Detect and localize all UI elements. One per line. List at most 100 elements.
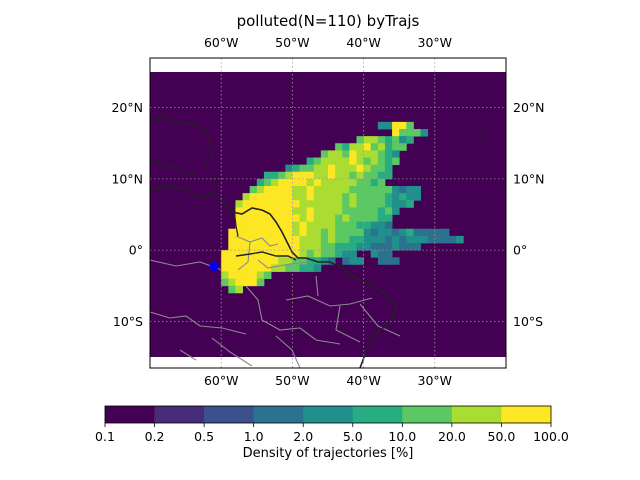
density-cell xyxy=(278,178,286,187)
colorbar-segment xyxy=(154,406,205,423)
density-cell xyxy=(292,243,300,251)
density-cell xyxy=(399,235,407,244)
density-cell xyxy=(271,235,279,244)
density-cell xyxy=(256,257,265,265)
lat-tick-label-left: 10°S xyxy=(113,314,143,329)
density-cell xyxy=(263,228,272,237)
density-cell xyxy=(420,129,429,137)
density-cell xyxy=(299,200,308,208)
density-cell xyxy=(320,228,329,237)
density-cell xyxy=(335,200,343,208)
density-cell xyxy=(313,171,322,180)
density-cell xyxy=(335,143,343,151)
colorbar-frame xyxy=(104,405,552,424)
colorbar-tick-label: 100.0 xyxy=(533,429,569,444)
amazon-river xyxy=(235,251,297,261)
density-cell xyxy=(249,207,258,215)
lon-tick-label-top: 30°W xyxy=(418,35,453,50)
density-cell xyxy=(313,235,322,244)
density-cell xyxy=(256,200,265,208)
density-cell xyxy=(256,278,265,287)
density-cell xyxy=(299,186,308,194)
density-cell xyxy=(413,186,421,194)
density-cell xyxy=(377,257,386,265)
density-cell xyxy=(263,207,272,215)
density-cell xyxy=(285,193,293,201)
density-cell xyxy=(221,278,229,287)
density-cell xyxy=(235,250,243,258)
density-cell xyxy=(242,243,251,251)
density-cell xyxy=(335,164,343,173)
colorbar-tick-label: 20.0 xyxy=(438,429,466,444)
lat-tick-label-left: 0° xyxy=(129,243,143,258)
density-cell xyxy=(370,214,379,223)
density-cell xyxy=(349,178,357,187)
gridlines xyxy=(150,58,506,368)
density-cell xyxy=(363,221,372,230)
density-cell xyxy=(256,271,265,280)
density-cell xyxy=(335,235,343,244)
density-cell xyxy=(377,121,386,130)
colorbar-segment xyxy=(105,406,155,423)
density-cell xyxy=(399,186,407,194)
density-cell xyxy=(228,250,236,258)
density-cell xyxy=(221,271,229,280)
density-cell xyxy=(306,193,315,201)
density-cell xyxy=(335,250,343,258)
density-cell xyxy=(313,186,322,194)
colorbar-tick-label: 0.2 xyxy=(145,429,165,444)
density-cell xyxy=(349,257,357,265)
density-cell xyxy=(363,200,372,208)
lat-tick-label-left: 10°N xyxy=(111,171,143,186)
density-cell xyxy=(384,171,393,180)
density-cell xyxy=(228,285,236,294)
coastline-south-america xyxy=(150,185,397,368)
density-cell xyxy=(384,200,393,208)
density-cell xyxy=(313,157,322,166)
lat-tick-label-right: 10°S xyxy=(513,314,543,329)
density-cell xyxy=(249,235,258,244)
density-cell xyxy=(363,150,372,158)
density-cell xyxy=(406,228,414,237)
density-cell xyxy=(249,221,258,230)
density-cell xyxy=(377,186,386,194)
density-cell xyxy=(377,164,386,173)
density-cell xyxy=(306,264,315,272)
density-cell xyxy=(278,207,286,215)
density-cell xyxy=(299,221,308,230)
density-cell xyxy=(377,250,386,258)
density-cell xyxy=(328,200,336,208)
density-cell xyxy=(377,228,386,237)
density-cell xyxy=(271,186,279,194)
density-cell xyxy=(285,186,293,194)
density-cell xyxy=(256,264,265,272)
density-cell xyxy=(370,164,379,173)
density-cell xyxy=(320,186,329,194)
density-cell xyxy=(342,235,350,244)
density-cell xyxy=(342,193,350,201)
density-cell xyxy=(285,228,293,237)
density-cell xyxy=(342,164,350,173)
density-cell xyxy=(271,264,279,272)
density-cell xyxy=(285,250,293,258)
density-cell xyxy=(313,178,322,187)
density-cell xyxy=(320,193,329,201)
density-cell xyxy=(256,221,265,230)
density-cell xyxy=(328,250,336,258)
lon-tick-label-bottom: 60°W xyxy=(204,373,239,388)
density-cell xyxy=(299,235,308,244)
colorbar-segment xyxy=(501,406,552,423)
density-cell xyxy=(278,214,286,223)
density-cell xyxy=(363,178,372,187)
density-cell xyxy=(392,243,400,251)
density-cell xyxy=(335,214,343,223)
density-cell xyxy=(292,207,300,215)
density-cell xyxy=(228,257,236,265)
density-cell xyxy=(313,221,322,230)
density-cell xyxy=(313,264,322,272)
density-cell xyxy=(228,228,236,237)
density-cells xyxy=(221,121,464,294)
density-cell xyxy=(306,186,315,194)
density-cell xyxy=(292,257,300,265)
density-cell xyxy=(384,250,393,258)
